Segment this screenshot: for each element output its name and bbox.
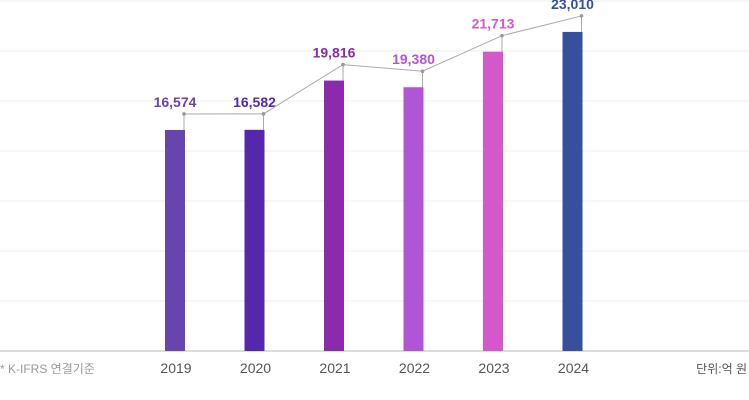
bar-2024 xyxy=(562,31,583,352)
x-tick-label: 2020 xyxy=(240,360,271,376)
trend-line xyxy=(183,15,582,115)
footnote: * K-IFRS 연결기준 xyxy=(0,362,95,376)
bar-2020 xyxy=(244,129,265,351)
trend-point xyxy=(341,62,345,67)
data-label: 23,010 xyxy=(551,0,594,12)
data-label: 19,380 xyxy=(392,51,435,67)
x-tick-label: 2023 xyxy=(478,360,509,376)
data-label: 16,574 xyxy=(154,94,197,110)
x-tick-label: 2022 xyxy=(399,360,430,376)
unit-label: 단위:억 원 xyxy=(696,362,747,376)
x-tick-label: 2021 xyxy=(319,360,350,376)
bar-2023 xyxy=(483,51,503,351)
trend-point xyxy=(500,33,504,38)
trend-point xyxy=(182,112,186,116)
bar-2022 xyxy=(403,87,424,351)
bar-2019 xyxy=(165,129,185,351)
trend-point xyxy=(420,69,425,74)
trend-point xyxy=(579,14,584,18)
data-label: 19,816 xyxy=(313,45,356,61)
data-label: 16,582 xyxy=(233,94,276,110)
data-label: 21,713 xyxy=(472,16,515,32)
x-tick-label: 2019 xyxy=(160,360,191,376)
x-tick-label: 2024 xyxy=(558,360,589,376)
bar-2021 xyxy=(324,80,344,352)
trend-point xyxy=(261,112,266,116)
